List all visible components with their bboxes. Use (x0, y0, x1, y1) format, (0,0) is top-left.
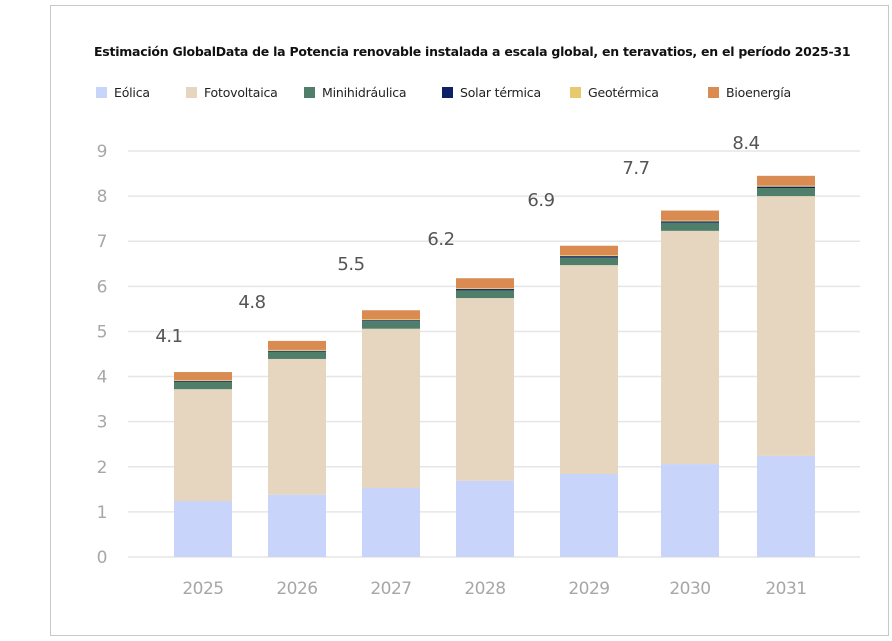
legend-label-bioenergia: Bioenergía (726, 85, 791, 100)
bar-segment-fotovoltaica-2028 (456, 298, 514, 481)
bar-group-2026 (268, 340, 326, 557)
bar-group-2028 (456, 278, 514, 557)
y-tick-label: 3 (97, 413, 108, 433)
bar-group-2030 (661, 210, 719, 557)
bar-group-2025 (174, 372, 232, 557)
bar-segment-geotermica-2031 (757, 185, 815, 187)
total-label-2025: 4.1 (155, 326, 182, 347)
legend-swatch-fotovoltaica (186, 87, 197, 98)
total-labels: 4.1 4.8 5.5 6.2 6.9 7.7 8.4 (155, 133, 760, 347)
bar-segment-bioenergia-2029 (560, 245, 618, 256)
legend-label-solar-termica: Solar térmica (460, 85, 541, 100)
y-axis: 0 1 2 3 4 5 6 7 8 9 (97, 142, 108, 568)
legend-item-minihidraulica: Minihidráulica (304, 85, 407, 100)
legend-label-eolica: Eólica (114, 85, 150, 100)
legend-swatch-bioenergia (708, 87, 719, 98)
bar-segment-fotovoltaica-2029 (560, 265, 618, 474)
bar-segment-solar-termica-2027 (362, 320, 420, 322)
bar-group-2027 (362, 310, 420, 557)
x-tick-label: 2026 (276, 579, 317, 599)
bar-segment-solar-termica-2025 (174, 381, 232, 382)
bar-segment-minihidraulica-2027 (362, 321, 420, 329)
x-tick-label: 2030 (669, 579, 710, 599)
legend-item-fotovoltaica: Fotovoltaica (186, 85, 278, 100)
y-tick-label: 4 (97, 368, 108, 388)
bars (174, 175, 815, 557)
bar-segment-fotovoltaica-2026 (268, 358, 326, 495)
bar-segment-fotovoltaica-2031 (757, 196, 815, 456)
bar-segment-bioenergia-2030 (661, 210, 719, 221)
x-tick-label: 2031 (765, 579, 806, 599)
total-label-2031: 8.4 (732, 133, 759, 154)
legend-swatch-eolica (96, 87, 107, 98)
bar-segment-geotermica-2030 (661, 220, 719, 222)
bar-segment-minihidraulica-2026 (268, 351, 326, 359)
total-label-2026: 4.8 (238, 292, 265, 313)
bar-segment-eolica-2025 (174, 501, 232, 557)
legend-item-solar-termica: Solar térmica (442, 85, 541, 100)
total-label-2030: 7.7 (622, 158, 649, 179)
bar-segment-geotermica-2027 (362, 319, 420, 321)
bar-segment-solar-termica-2029 (560, 256, 618, 258)
bar-segment-geotermica-2026 (268, 349, 326, 351)
bar-segment-solar-termica-2026 (268, 350, 326, 352)
bar-segment-eolica-2028 (456, 480, 514, 557)
bar-segment-bioenergia-2027 (362, 310, 420, 320)
bar-segment-minihidraulica-2031 (757, 187, 815, 197)
x-tick-label: 2029 (568, 579, 609, 599)
y-tick-label: 2 (97, 458, 108, 478)
bar-segment-fotovoltaica-2030 (661, 230, 719, 465)
bar-segment-bioenergia-2026 (268, 340, 326, 350)
bar-segment-bioenergia-2028 (456, 278, 514, 289)
bar-group-2029 (560, 245, 618, 557)
bar-segment-eolica-2029 (560, 473, 618, 557)
total-label-2028: 6.2 (427, 229, 454, 250)
y-tick-label: 0 (97, 548, 108, 568)
bar-segment-fotovoltaica-2025 (174, 389, 232, 502)
chart-title: Estimación GlobalData de la Potencia ren… (94, 44, 851, 59)
y-tick-label: 8 (97, 187, 108, 207)
bar-segment-eolica-2027 (362, 487, 420, 557)
legend-item-bioenergia: Bioenergía (708, 85, 791, 100)
x-tick-label: 2025 (182, 579, 223, 599)
bar-segment-bioenergia-2025 (174, 372, 232, 381)
y-tick-label: 1 (97, 503, 108, 523)
x-tick-label: 2027 (370, 579, 411, 599)
total-label-2029: 6.9 (527, 190, 554, 211)
y-tick-label: 5 (97, 322, 108, 342)
bar-segment-geotermica-2029 (560, 255, 618, 257)
bar-segment-bioenergia-2031 (757, 175, 815, 186)
bar-segment-solar-termica-2031 (757, 186, 815, 188)
bar-segment-solar-termica-2030 (661, 221, 719, 223)
legend-label-geotermica: Geotérmica (588, 85, 659, 100)
legend-label-fotovoltaica: Fotovoltaica (204, 85, 278, 100)
legend-item-geotermica: Geotérmica (570, 85, 659, 100)
x-axis: 2025 2026 2027 2028 2029 2030 2031 (182, 579, 807, 599)
total-label-2027: 5.5 (337, 254, 364, 275)
bar-segment-fotovoltaica-2027 (362, 328, 420, 488)
y-tick-label: 6 (97, 277, 108, 297)
bar-segment-minihidraulica-2029 (560, 257, 618, 266)
x-tick-label: 2028 (464, 579, 505, 599)
bar-segment-geotermica-2025 (174, 380, 232, 382)
bar-segment-minihidraulica-2030 (661, 222, 719, 231)
bar-segment-geotermica-2028 (456, 288, 514, 290)
y-tick-label: 7 (97, 232, 108, 252)
legend-swatch-solar-termica (442, 87, 453, 98)
y-tick-label: 9 (97, 142, 108, 162)
bar-segment-eolica-2026 (268, 494, 326, 557)
bar-group-2031 (757, 175, 815, 557)
bar-segment-eolica-2031 (757, 455, 815, 557)
bar-segment-solar-termica-2028 (456, 289, 514, 291)
legend-swatch-geotermica (570, 87, 581, 98)
bar-segment-minihidraulica-2025 (174, 381, 232, 390)
bar-segment-eolica-2030 (661, 464, 719, 557)
legend-label-minihidraulica: Minihidráulica (322, 85, 407, 100)
legend-swatch-minihidraulica (304, 87, 315, 98)
bar-segment-minihidraulica-2028 (456, 290, 514, 299)
legend-item-eolica: Eólica (96, 85, 150, 100)
